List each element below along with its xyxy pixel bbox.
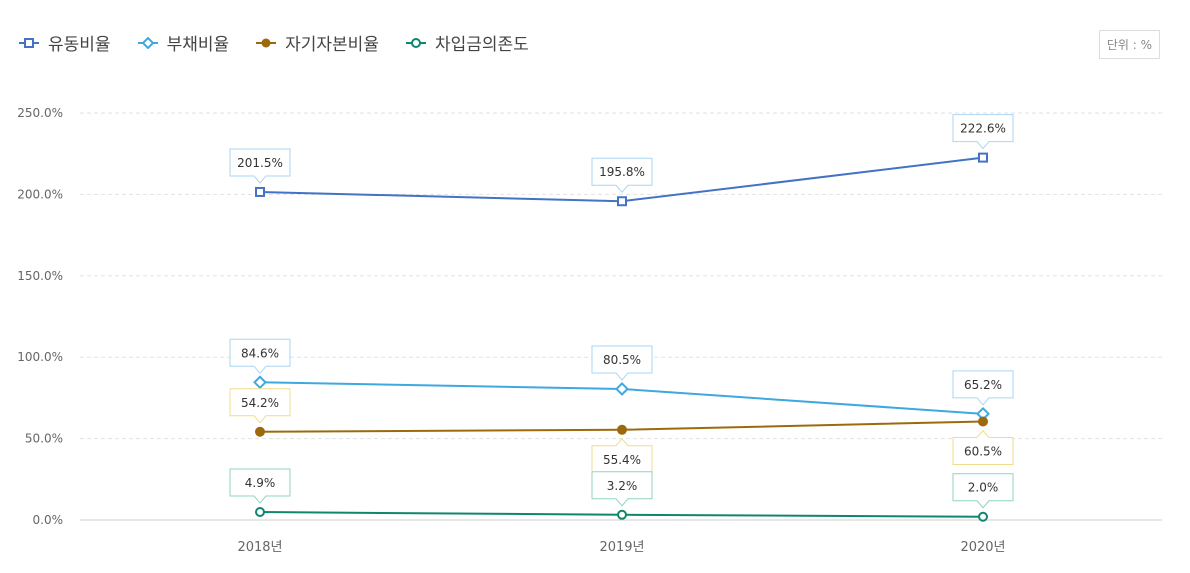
- y-tick-label: 100.0%: [17, 350, 63, 364]
- diamond-marker-icon: [137, 36, 158, 49]
- legend-item-equity-ratio[interactable]: 자기자본비율: [255, 30, 379, 55]
- data-label-callout: [229, 388, 291, 424]
- data-label: 2.0%: [968, 481, 999, 495]
- data-label: 55.4%: [603, 453, 641, 467]
- legend-label: 부채비율: [166, 35, 230, 55]
- unit-label: 단위 : %: [1098, 30, 1160, 59]
- data-label: 84.6%: [241, 346, 279, 360]
- x-tick-label: 2020년: [960, 540, 1005, 555]
- x-tick-label: 2018년: [237, 540, 282, 555]
- data-point-marker: [617, 196, 627, 207]
- open-circle-marker-icon: [405, 37, 426, 48]
- data-label: 3.2%: [607, 479, 638, 493]
- legend-label: 유동비율: [48, 35, 111, 55]
- data-label-callout: [229, 148, 291, 184]
- data-point-marker: [978, 416, 988, 427]
- data-point-marker: [617, 509, 627, 520]
- y-tick-label: 250.0%: [17, 106, 63, 120]
- data-point-marker: [253, 375, 267, 390]
- data-label-callout: [952, 473, 1014, 509]
- data-label-callout: [952, 429, 1014, 466]
- filled-circle-marker-icon: [256, 38, 277, 47]
- data-point-marker: [255, 426, 265, 437]
- data-label: 65.2%: [964, 378, 1002, 392]
- data-point-marker: [615, 382, 629, 396]
- data-label-callout: [952, 114, 1014, 150]
- legend-item-debt-ratio[interactable]: 부채비율: [137, 30, 230, 55]
- data-label: 4.9%: [245, 476, 276, 490]
- x-tick-label: 2019년: [599, 540, 644, 555]
- y-tick-label: 150.0%: [17, 269, 63, 283]
- data-label: 60.5%: [964, 445, 1002, 459]
- data-point-marker: [255, 186, 265, 197]
- data-label: 201.5%: [237, 156, 283, 170]
- legend-item-borrowing-dependency[interactable]: 차입금의존도: [405, 30, 529, 55]
- data-label-callout: [591, 471, 653, 507]
- legend-label: 자기자본비율: [285, 35, 379, 55]
- data-label-callout: [591, 157, 653, 194]
- data-label: 54.2%: [241, 396, 279, 410]
- legend-item-current-ratio[interactable]: 유동비율: [18, 30, 111, 55]
- legend-label: 차입금의존도: [434, 35, 529, 55]
- square-marker-icon: [19, 37, 39, 48]
- y-tick-label: 200.0%: [17, 187, 63, 201]
- y-tick-label: 50.0%: [25, 432, 63, 446]
- data-label-callout: [952, 370, 1014, 406]
- y-tick-label: 0.0%: [33, 513, 64, 527]
- data-label: 222.6%: [960, 122, 1006, 136]
- data-point-marker: [617, 424, 627, 435]
- data-point-marker: [978, 511, 988, 522]
- data-label-callout: [229, 468, 291, 504]
- data-label: 195.8%: [599, 165, 645, 179]
- chart-legend: 유동비율 부채비율 자기자본비율 차입금의존도: [18, 30, 555, 55]
- data-label-callout: [229, 338, 291, 375]
- data-label-callout: [591, 345, 653, 381]
- data-label: 80.5%: [603, 353, 641, 367]
- data-point-marker: [255, 507, 265, 518]
- data-point-marker: [978, 152, 988, 163]
